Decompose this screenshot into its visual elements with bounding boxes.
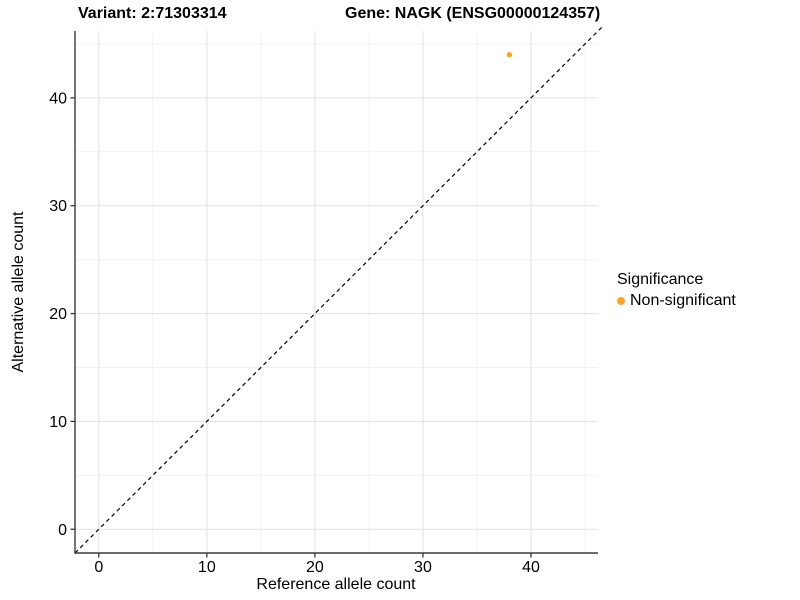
x-tick-label: 10 (198, 559, 216, 576)
legend-entry-label: Non-significant (630, 292, 736, 309)
x-tick-label: 40 (522, 559, 540, 576)
gene-title: Gene: NAGK (ENSG00000124357) (345, 5, 601, 22)
legend: Significance Non-significant (617, 271, 736, 310)
x-tick-label: 20 (306, 559, 324, 576)
y-tick-label: 0 (58, 522, 67, 539)
legend-title: Significance (617, 271, 704, 288)
legend-entry: Non-significant (617, 292, 736, 310)
y-tick-label: 30 (49, 198, 67, 215)
y-tick-label: 10 (49, 414, 67, 431)
x-axis-title: Reference allele count (256, 576, 416, 593)
x-tick-label: 30 (414, 559, 432, 576)
y-tick-label: 20 (49, 306, 67, 323)
x-tick-label: 0 (94, 559, 103, 576)
y-tick-label: 40 (49, 90, 67, 107)
orange-dot-icon (617, 297, 625, 305)
identity-dashed-line (74, 26, 603, 554)
y-axis-title: Alternative allele count (10, 211, 27, 373)
variant-title: Variant: 2:71303314 (78, 5, 227, 22)
data-point (506, 52, 513, 58)
